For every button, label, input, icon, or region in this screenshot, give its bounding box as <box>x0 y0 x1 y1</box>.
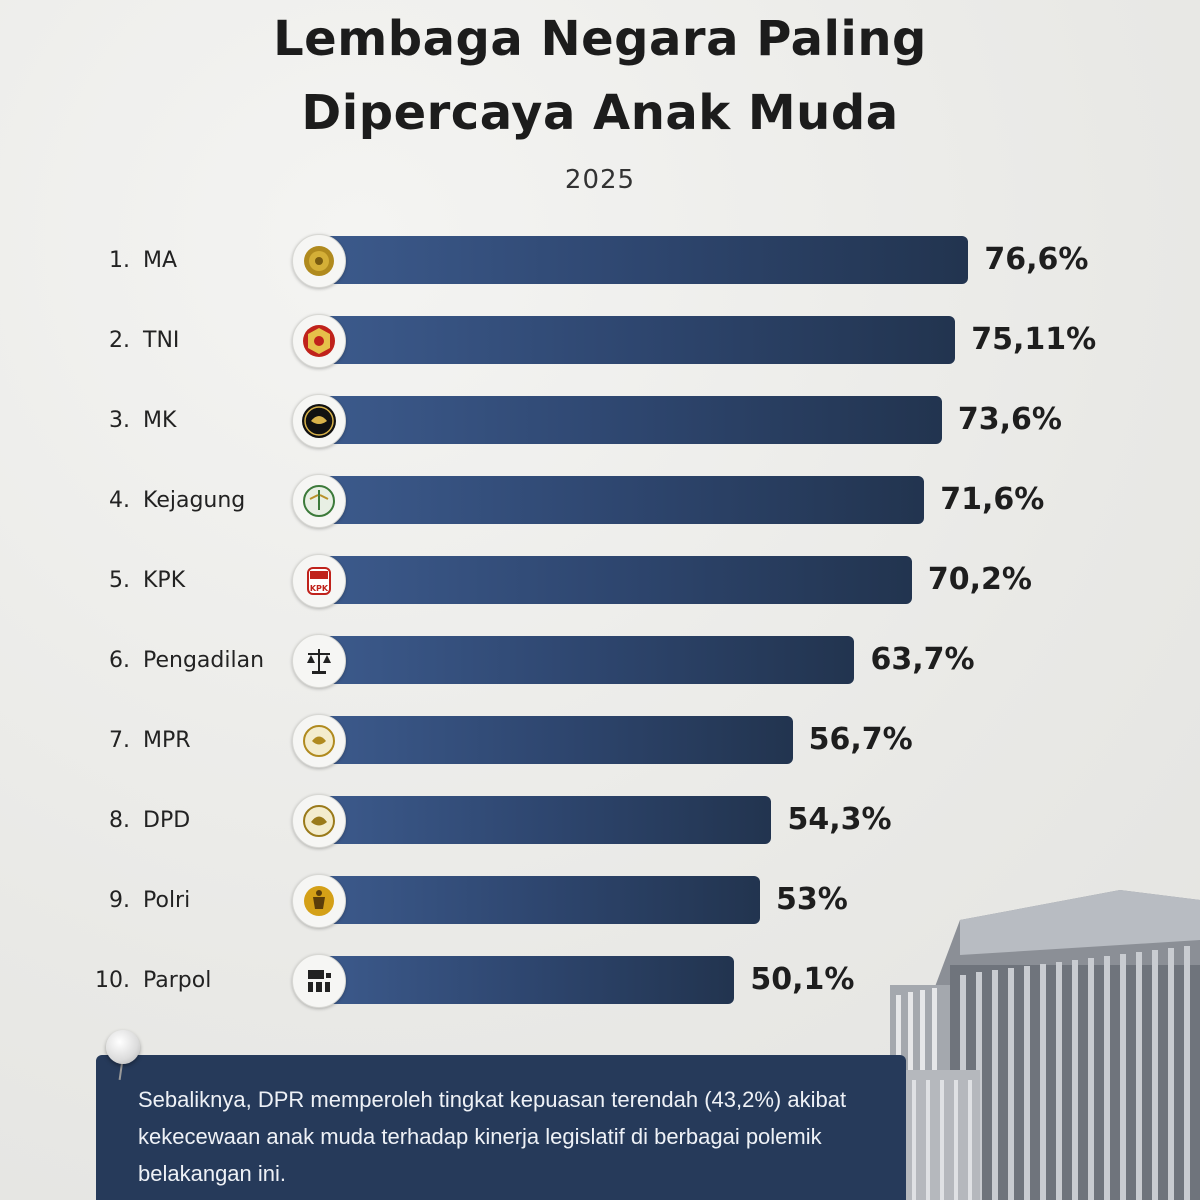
svg-text:KPK: KPK <box>310 584 329 593</box>
bar <box>320 876 760 924</box>
bar <box>320 716 793 764</box>
bar <box>320 556 912 604</box>
rank-label: 2. <box>109 328 130 353</box>
mpr-emblem-icon <box>292 714 346 768</box>
polri-emblem-icon <box>292 874 346 928</box>
rank-label: 6. <box>109 648 130 673</box>
tni-emblem-icon <box>292 314 346 368</box>
kejagung-emblem-icon <box>292 474 346 528</box>
ma-emblem-icon <box>292 234 346 288</box>
category-label: Pengadilan <box>143 648 265 673</box>
value-label: 53% <box>775 882 848 917</box>
value-label: 70,2% <box>927 562 1032 597</box>
rank-label: 5. <box>109 568 130 593</box>
chart-title-line-1: Lembaga Negara Paling <box>273 11 927 67</box>
category-label: Parpol <box>143 968 212 993</box>
building-illustration <box>890 890 1200 1200</box>
category-label: Kejagung <box>143 488 246 513</box>
category-label: MA <box>143 248 178 273</box>
category-label: KPK <box>143 568 186 593</box>
bar <box>320 636 855 684</box>
mk-garuda-icon <box>292 394 346 448</box>
chart-title-line-2: Dipercaya Anak Muda <box>301 85 899 141</box>
category-label: MPR <box>143 728 191 753</box>
value-label: 71,6% <box>940 482 1045 517</box>
rank-label: 7. <box>109 728 130 753</box>
push-pin-icon <box>106 1030 140 1064</box>
scales-of-justice-icon <box>292 634 346 688</box>
bar <box>320 956 735 1004</box>
value-label: 63,7% <box>870 642 975 677</box>
parpol-icon <box>292 954 346 1008</box>
value-label: 75,11% <box>971 322 1097 357</box>
category-label: MK <box>143 408 177 433</box>
note-box: Sebaliknya, DPR memperoleh tingkat kepua… <box>96 1055 906 1200</box>
rank-label: 3. <box>109 408 130 433</box>
dpd-emblem-icon <box>292 794 346 848</box>
rank-label: 8. <box>109 808 130 833</box>
rank-label: 4. <box>109 488 130 513</box>
value-label: 56,7% <box>808 722 913 757</box>
category-label: TNI <box>143 328 180 353</box>
bar <box>320 796 772 844</box>
value-label: 76,6% <box>984 242 1089 277</box>
value-label: 54,3% <box>787 802 892 837</box>
value-label: 50,1% <box>750 962 855 997</box>
bar <box>320 316 956 364</box>
rank-label: 10. <box>95 968 130 993</box>
category-label: Polri <box>143 888 191 913</box>
category-label: DPD <box>143 808 191 833</box>
bar <box>320 476 925 524</box>
bar <box>320 396 942 444</box>
rank-label: 1. <box>109 248 130 273</box>
chart-subtitle: 2025 <box>564 165 636 195</box>
note-text: Sebaliknya, DPR memperoleh tingkat kepua… <box>138 1087 847 1186</box>
rank-label: 9. <box>109 888 130 913</box>
kpk-logo-icon: KPK <box>292 554 346 608</box>
bar <box>320 236 969 284</box>
value-label: 73,6% <box>957 402 1062 437</box>
